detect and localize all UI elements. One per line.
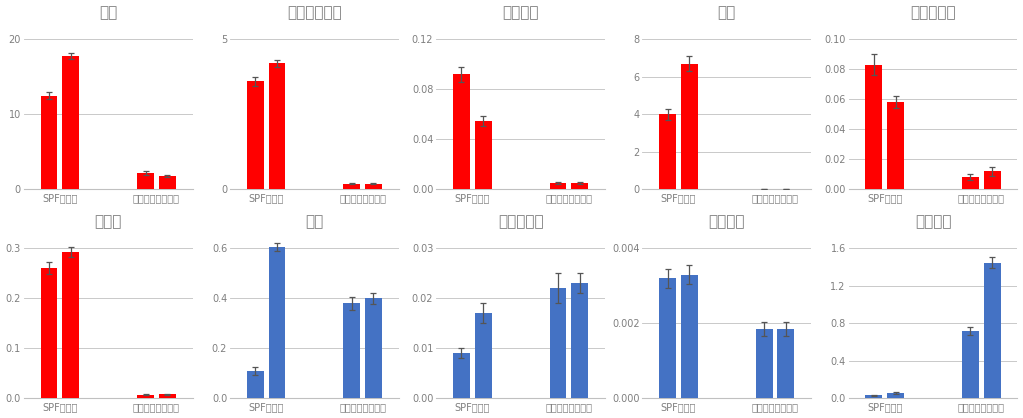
Title: 酪酸: 酪酸	[718, 5, 736, 20]
Title: リンゴ酸: リンゴ酸	[709, 214, 745, 229]
Bar	[571, 183, 588, 189]
Title: コハク酸: コハク酸	[915, 214, 951, 229]
Bar	[62, 56, 79, 189]
Bar	[247, 82, 264, 189]
Title: ピルビン酸: ピルビン酸	[498, 214, 543, 229]
Bar	[475, 121, 492, 189]
Bar	[865, 395, 883, 398]
Bar	[41, 268, 57, 398]
Title: イソ吉草酸: イソ吉草酸	[910, 5, 955, 20]
Bar	[344, 184, 360, 189]
Bar	[571, 283, 588, 398]
Bar	[344, 303, 360, 398]
Bar	[365, 298, 382, 398]
Bar	[365, 184, 382, 189]
Bar	[137, 395, 154, 398]
Bar	[681, 64, 698, 189]
Title: 乳酸: 乳酸	[305, 214, 323, 229]
Bar	[453, 353, 470, 398]
Bar	[777, 329, 794, 398]
Bar	[865, 65, 883, 189]
Bar	[62, 252, 79, 398]
Bar	[137, 173, 154, 189]
Bar	[681, 275, 698, 398]
Title: 吉草酸: 吉草酸	[94, 214, 122, 229]
Bar	[984, 171, 1000, 189]
Bar	[159, 394, 176, 398]
Bar	[453, 74, 470, 189]
Bar	[659, 278, 676, 398]
Bar	[984, 263, 1000, 398]
Bar	[887, 393, 904, 398]
Bar	[659, 115, 676, 189]
Bar	[962, 331, 979, 398]
Bar	[756, 329, 772, 398]
Title: プロピオン酸: プロピオン酸	[287, 5, 342, 20]
Bar	[268, 64, 285, 189]
Bar	[247, 371, 264, 398]
Title: 酢酸: 酢酸	[99, 5, 118, 20]
Bar	[268, 247, 285, 398]
Bar	[887, 102, 904, 189]
Bar	[41, 96, 57, 189]
Bar	[475, 314, 492, 398]
Bar	[159, 176, 176, 189]
Bar	[962, 177, 979, 189]
Bar	[549, 288, 567, 398]
Title: イソ酢酸: イソ酢酸	[502, 5, 539, 20]
Bar	[549, 183, 567, 189]
